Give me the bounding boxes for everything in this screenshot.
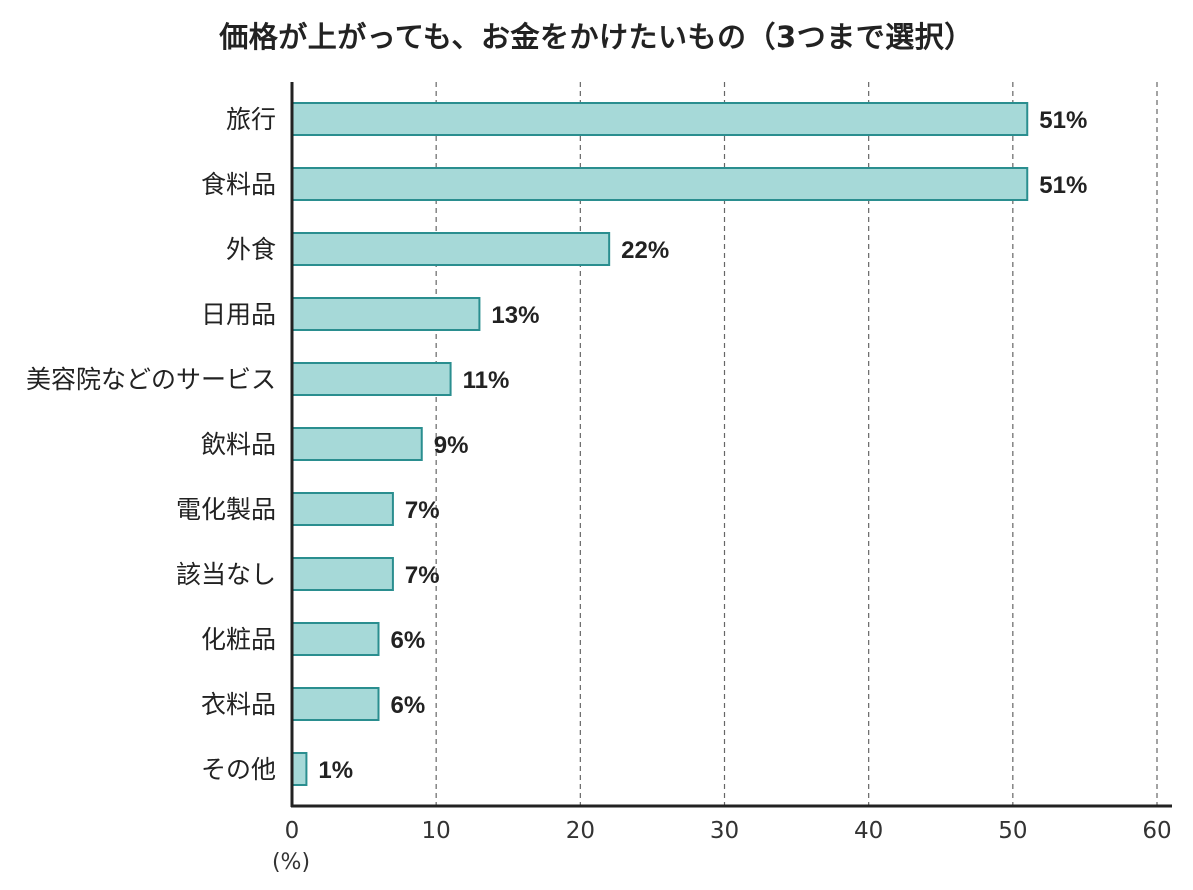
bar-1 — [291, 167, 1029, 201]
x-tick-label-10: 10 — [422, 818, 451, 844]
x-tick-label-60: 60 — [1142, 818, 1171, 844]
x-tick-label-40: 40 — [854, 818, 883, 844]
bar-8 — [291, 622, 380, 656]
value-label-0: 51% — [1039, 107, 1087, 134]
x-tick-label-0: 0 — [285, 818, 300, 844]
value-label-1: 51% — [1039, 172, 1087, 199]
category-label-0: 旅行 — [226, 105, 276, 134]
category-label-9: 衣料品 — [201, 690, 276, 719]
value-label-3: 13% — [491, 302, 539, 329]
gridlines — [435, 82, 1158, 806]
category-label-10: その他 — [201, 755, 276, 784]
bar-4 — [291, 362, 452, 396]
bar-9 — [291, 687, 380, 721]
value-label-7: 7% — [405, 562, 440, 589]
x-tick-label-30: 30 — [710, 818, 739, 844]
value-label-9: 6% — [391, 692, 426, 719]
category-label-3: 日用品 — [201, 300, 276, 329]
chart-title: 価格が上がっても、お金をかけたいもの（3つまで選択） — [219, 20, 974, 54]
labels: 旅行 51% 食料品 51% 外食 22% 日用品 13% 美容院などのサービス 11% 飲料品 9%… — [26, 105, 1087, 784]
category-label-2: 外食 — [226, 235, 276, 264]
bar-6 — [291, 492, 394, 526]
value-label-6: 7% — [405, 497, 440, 524]
bar-10 — [291, 752, 308, 786]
value-label-5: 9% — [434, 432, 469, 459]
bar-7 — [291, 557, 394, 591]
category-label-8: 化粧品 — [201, 625, 276, 654]
x-tick-label-20: 20 — [566, 818, 595, 844]
bar-0 — [291, 102, 1029, 136]
category-label-4: 美容院などのサービス — [26, 365, 276, 394]
value-label-2: 22% — [621, 237, 669, 264]
x-unit-label: (%) — [272, 850, 310, 875]
category-label-1: 食料品 — [201, 170, 276, 199]
category-label-6: 電化製品 — [176, 495, 276, 524]
value-label-4: 11% — [463, 367, 510, 394]
x-tick-label-50: 50 — [998, 818, 1027, 844]
value-label-8: 6% — [391, 627, 426, 654]
category-label-7: 該当なし — [176, 560, 276, 589]
bars — [291, 102, 1029, 786]
bar-2 — [291, 232, 611, 266]
value-label-10: 1% — [318, 757, 353, 784]
category-label-5: 飲料品 — [201, 430, 276, 459]
axes: 0 10 20 30 40 50 60 (%) — [272, 82, 1172, 875]
bar-3 — [291, 297, 481, 331]
bar-5 — [291, 427, 423, 461]
